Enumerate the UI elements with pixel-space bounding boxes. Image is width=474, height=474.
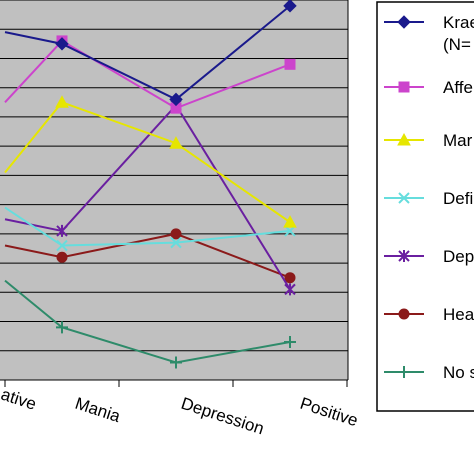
series-layer — [4, 0, 297, 369]
legend-item-2: Mar — [384, 131, 473, 150]
legend: Krae (N= Affe Mar Defi Dep Hea No s — [376, 1, 474, 412]
series-line-0 — [4, 5, 291, 101]
legend-marker-6 — [398, 366, 410, 378]
legend-label-5: Hea — [443, 305, 474, 324]
legend-marker-4 — [398, 250, 410, 262]
legend-item-5: Hea — [384, 305, 474, 324]
point-6-2 — [170, 356, 182, 369]
x-axis-labels: ative Mania Depression Positive — [0, 385, 360, 439]
legend-label-6: No s — [443, 363, 474, 382]
legend-item-6: No s — [384, 363, 474, 382]
series-line-1 — [4, 39, 291, 110]
point-2-3 — [283, 215, 297, 228]
legend-marker-5 — [398, 308, 410, 320]
point-5-1 — [56, 251, 68, 263]
legend-label-line2-0: (N= — [443, 35, 471, 54]
series-0 — [4, 0, 297, 107]
point-6-3 — [284, 336, 296, 348]
point-0-2 — [169, 92, 183, 107]
legend-label-2: Mar — [443, 131, 473, 150]
series-2 — [4, 95, 297, 228]
point-2-2 — [169, 136, 183, 149]
point-1-3 — [284, 58, 296, 70]
series-line-4 — [4, 103, 291, 290]
series-3 — [4, 206, 296, 252]
legend-label-1: Affe — [443, 78, 473, 97]
legend-item-4: Dep — [384, 247, 474, 266]
x-tick-label-2: Depression — [179, 394, 267, 439]
point-6-1 — [56, 321, 68, 334]
point-3-2 — [170, 236, 182, 249]
series-5 — [4, 228, 296, 284]
point-2-1 — [55, 95, 69, 108]
point-4-3 — [284, 283, 296, 296]
legend-label-4: Dep — [443, 247, 474, 266]
point-5-2 — [170, 228, 182, 240]
x-tick-label-1: Mania — [73, 394, 123, 427]
series-line-2 — [4, 101, 291, 223]
legend-label-0: Krae — [443, 13, 474, 32]
point-5-3 — [284, 272, 296, 284]
legend-item-0: Krae (N= — [384, 13, 474, 54]
point-0-3 — [283, 0, 297, 13]
legend-box — [376, 1, 474, 412]
legend-item-1: Affe — [384, 78, 473, 97]
legend-marker-3 — [398, 192, 410, 204]
series-line-6 — [4, 279, 291, 364]
x-tick-label-0: ative — [0, 385, 39, 414]
legend-marker-1 — [398, 81, 410, 93]
x-axis-ticks — [4, 380, 348, 387]
x-tick-label-3: Positive — [298, 394, 360, 430]
point-4-1 — [56, 224, 68, 237]
series-line-3 — [4, 206, 291, 247]
legend-marker-2 — [397, 132, 411, 146]
legend-marker-0 — [397, 15, 411, 29]
point-3-1 — [56, 239, 68, 252]
series-line-5 — [4, 232, 291, 279]
legend-item-3: Defi — [384, 189, 473, 208]
legend-label-3: Defi — [443, 189, 473, 208]
point-0-1 — [55, 37, 69, 51]
series-6 — [4, 279, 296, 369]
plot-area — [0, 0, 348, 380]
